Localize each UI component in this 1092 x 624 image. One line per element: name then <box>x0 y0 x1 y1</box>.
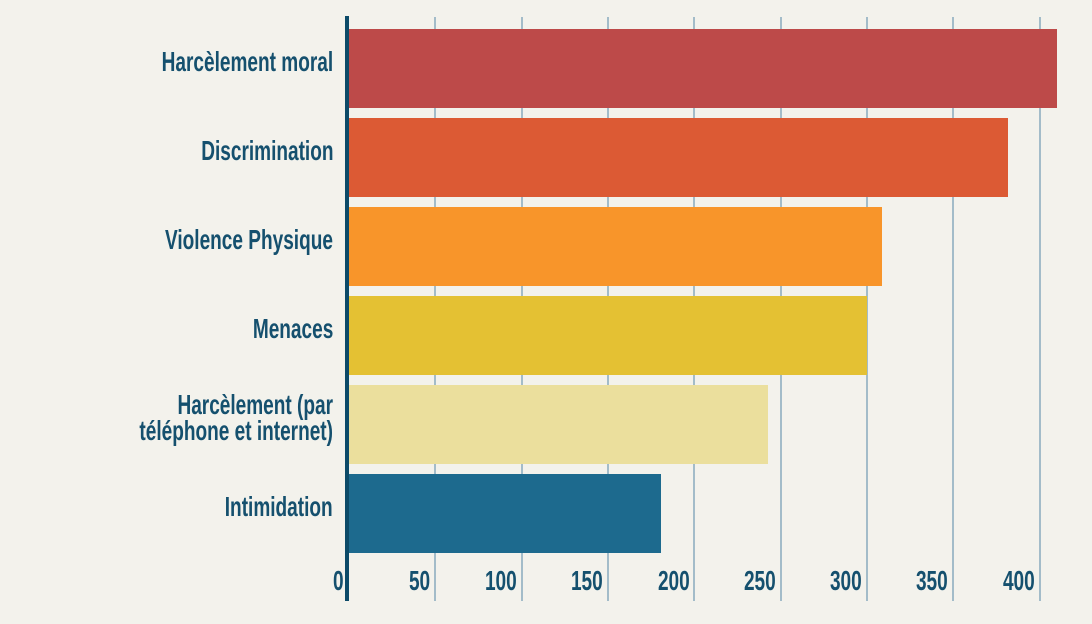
category-label-intimidation: Intimidation <box>0 462 333 551</box>
x-tick-label-0: 0 <box>214 566 344 598</box>
row-violence-physique: Violence Physique <box>0 195 1092 286</box>
row-discrimination: Discrimination <box>0 106 1092 197</box>
gridline-350 <box>952 17 955 601</box>
x-tick-label-text: 100 <box>484 565 517 596</box>
bar-violence-physique <box>349 207 883 286</box>
row-harcelement-par-telephone-et-internet: Harcèlement (par téléphone et internet) <box>0 373 1092 464</box>
y-axis-line <box>345 16 349 601</box>
category-label-discrimination: Discrimination <box>0 106 333 195</box>
x-tick-label-text: 0 <box>333 565 344 596</box>
bar-harcelement-moral <box>349 29 1057 108</box>
x-tick-label-text: 50 <box>409 565 431 596</box>
gridline-400 <box>1038 17 1041 601</box>
category-label-menaces: Menaces <box>0 284 333 373</box>
bar-intimidation <box>349 474 662 553</box>
x-tick-label-100: 100 <box>387 566 517 598</box>
x-tick-label-350: 350 <box>818 566 948 598</box>
row-menaces: Menaces <box>0 284 1092 375</box>
category-label-text: Harcèlement (par téléphone et internet) <box>139 388 333 446</box>
x-tick-label-text: 150 <box>571 565 603 596</box>
x-tick-label-50: 50 <box>300 566 430 598</box>
row-harcelement-moral: Harcèlement moral <box>0 17 1092 108</box>
x-tick-label-text: 400 <box>1002 565 1035 596</box>
gridline-300 <box>865 17 868 601</box>
x-tick-label-text: 200 <box>657 565 690 596</box>
x-tick-label-text: 300 <box>830 565 862 596</box>
category-label-text: Violence Physique <box>165 223 333 255</box>
category-label-text: Discrimination <box>200 134 333 166</box>
category-label-harcelement-moral: Harcèlement moral <box>0 17 333 106</box>
x-tick-label-text: 250 <box>743 565 776 596</box>
x-tick-label-300: 300 <box>732 566 862 598</box>
category-label-text: Menaces <box>252 312 333 344</box>
bar-harcelement-par-telephone-et-internet <box>349 385 769 464</box>
bar-discrimination <box>349 118 1009 197</box>
x-tick-label-150: 150 <box>473 566 603 598</box>
category-label-text: Harcèlement moral <box>161 45 333 77</box>
row-intimidation: Intimidation <box>0 462 1092 553</box>
category-label-text: Intimidation <box>225 490 333 522</box>
bar-menaces <box>349 296 867 375</box>
x-tick-label-text: 350 <box>916 565 949 596</box>
x-tick-label-200: 200 <box>559 566 689 598</box>
x-tick-label-250: 250 <box>646 566 776 598</box>
x-tick-label-400: 400 <box>905 566 1035 598</box>
category-label-violence-physique: Violence Physique <box>0 195 333 284</box>
category-label-harcelement-par-telephone-et-internet: Harcèlement (par téléphone et internet) <box>0 373 333 462</box>
